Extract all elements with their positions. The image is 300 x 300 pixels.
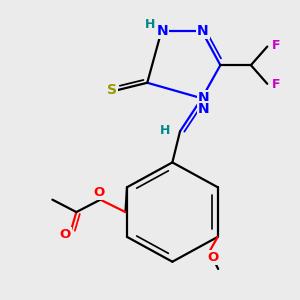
Text: N: N: [198, 91, 210, 105]
Text: F: F: [272, 78, 280, 91]
Text: O: O: [94, 186, 105, 199]
Text: H: H: [160, 124, 170, 137]
Text: N: N: [157, 24, 168, 38]
Text: N: N: [198, 102, 210, 116]
Text: H: H: [146, 18, 156, 31]
Text: F: F: [272, 39, 280, 52]
Text: N: N: [197, 24, 209, 38]
Text: S: S: [107, 83, 117, 97]
Text: O: O: [60, 228, 71, 241]
Text: O: O: [207, 251, 218, 264]
